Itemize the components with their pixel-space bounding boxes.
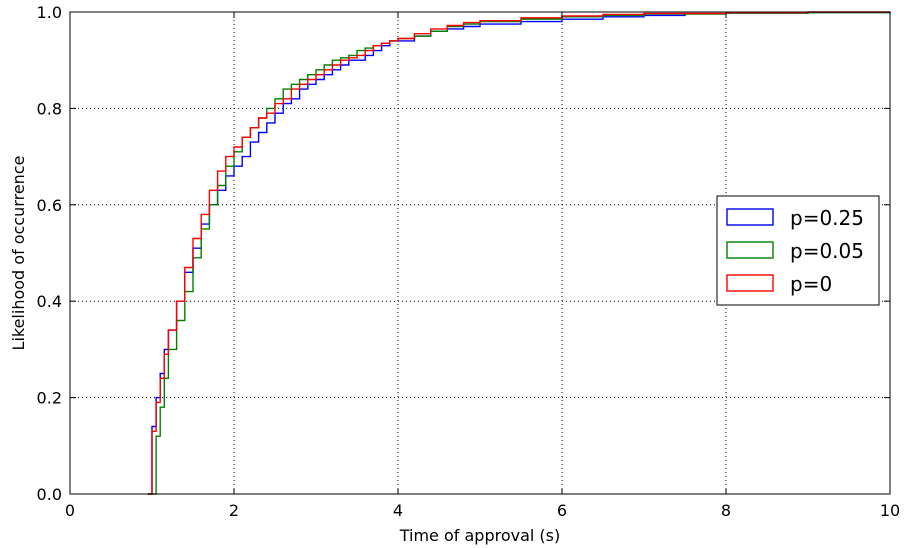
y-tick-label: 0.4 (37, 292, 62, 311)
legend-label: p=0.05 (790, 239, 864, 263)
x-tick-label: 0 (65, 501, 75, 520)
y-tick-label: 0.8 (37, 99, 62, 118)
y-tick-label: 0.0 (37, 485, 62, 504)
x-axis-title: Time of approval (s) (399, 526, 561, 545)
y-tick-label: 0.2 (37, 389, 62, 408)
x-tick-label: 10 (880, 501, 900, 520)
x-tick-label: 8 (721, 501, 731, 520)
plot-series (147, 11, 891, 495)
y-tick-label: 0.6 (37, 196, 62, 215)
legend-swatch (726, 208, 774, 226)
x-tick-label: 4 (393, 501, 403, 520)
axis-ticks (69, 11, 891, 495)
x-tick-label: 2 (229, 501, 239, 520)
legend-swatch (726, 274, 774, 292)
legend-swatch (726, 241, 774, 259)
legend: p=0.25 p=0.05 p=0 (716, 195, 880, 306)
legend-label: p=0.25 (790, 206, 864, 230)
axis-tick-labels: 0 2 4 6 8 10 0.0 0.2 0.4 0.6 0.8 1.0 (37, 3, 901, 520)
x-tick-label: 6 (557, 501, 567, 520)
series-line-3 (147, 11, 890, 495)
legend-label: p=0 (790, 272, 832, 296)
y-tick-label: 1.0 (37, 3, 62, 22)
plot-frame (69, 11, 891, 495)
y-axis-title: Likelihood of occurrence (9, 156, 28, 351)
